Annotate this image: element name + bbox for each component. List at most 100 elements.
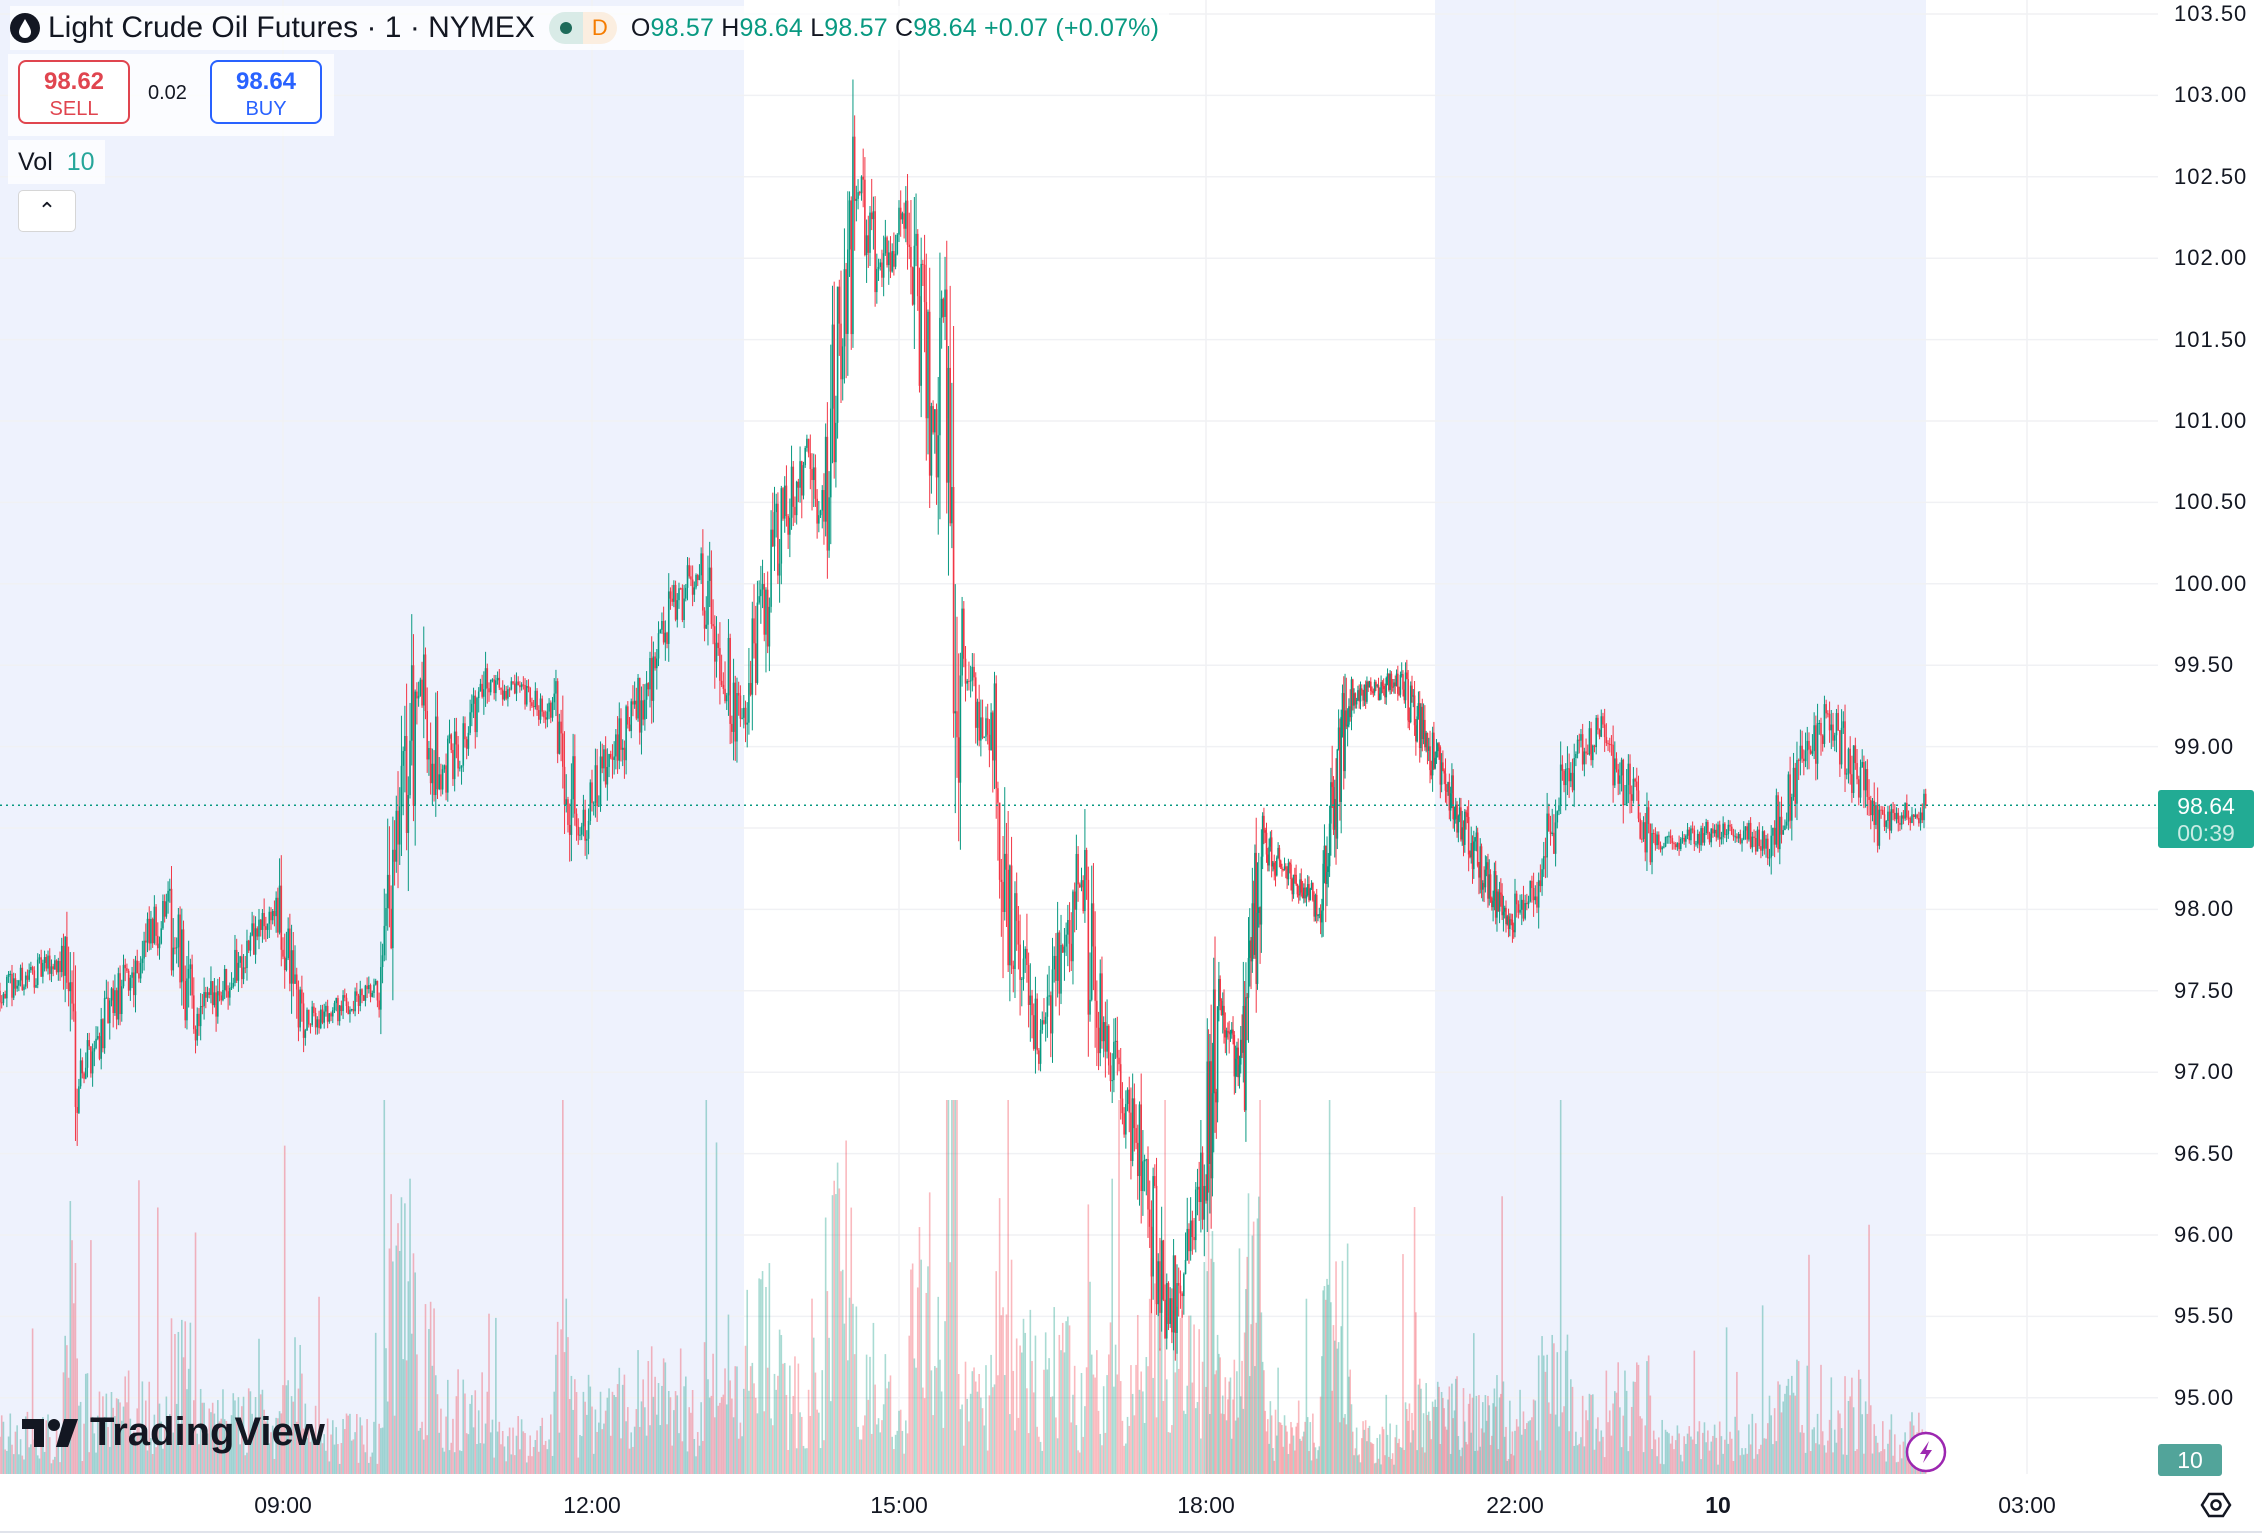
lightning-icon[interactable]: [1905, 1431, 1947, 1473]
candle-body: [321, 1009, 324, 1023]
candle-body: [1224, 1029, 1227, 1038]
candle-body: [1140, 1104, 1142, 1192]
volume-bar: [1796, 1359, 1798, 1474]
candle-body: [777, 503, 779, 576]
volume-bar: [1341, 1260, 1344, 1474]
volume-bar: [1126, 1416, 1129, 1474]
candle-body: [1578, 739, 1581, 741]
volume-bar: [1625, 1390, 1628, 1474]
sell-button[interactable]: 98.62 SELL: [18, 60, 130, 124]
volume-bar: [1345, 1424, 1348, 1474]
candle-body: [505, 690, 507, 699]
volume-bar: [1717, 1464, 1719, 1474]
volume-bar: [703, 1342, 706, 1474]
volume-bar: [961, 1404, 963, 1474]
volume-bar: [313, 1433, 315, 1474]
candle-body: [1780, 816, 1783, 835]
volume-bar: [1673, 1449, 1675, 1474]
volume-bar: [1695, 1444, 1697, 1474]
candle-body: [1431, 732, 1434, 776]
candle-body: [350, 1009, 353, 1011]
candle-body: [635, 700, 638, 719]
candle-body: [853, 136, 856, 201]
volume-bar: [407, 1281, 410, 1474]
candle-body: [621, 747, 624, 750]
candle-body: [1073, 891, 1076, 910]
volume-bar: [189, 1322, 192, 1474]
volume-bar: [1603, 1457, 1606, 1474]
volume-bar: [1787, 1378, 1790, 1474]
candle-body: [151, 918, 154, 944]
volume-bar: [1708, 1450, 1711, 1474]
volume-bar: [843, 1323, 846, 1474]
volume-bar: [1394, 1437, 1397, 1474]
tradingview-logo[interactable]: TradingView: [22, 1410, 325, 1455]
collapse-legend-button[interactable]: ⌃: [18, 190, 76, 232]
candle-body: [1359, 688, 1362, 702]
candle-body: [340, 1005, 343, 1012]
candle-body: [749, 683, 752, 695]
volume-bar: [103, 1416, 106, 1474]
symbol-title[interactable]: Light Crude Oil Futures · 1 · NYMEX: [48, 11, 535, 44]
volume-bar: [630, 1432, 633, 1474]
candle-body: [1351, 679, 1354, 706]
volume-bar: [899, 1409, 902, 1474]
candle-body: [1911, 814, 1913, 823]
volume-bar: [1828, 1419, 1831, 1474]
candle-body: [525, 685, 528, 705]
candle-body: [445, 765, 447, 793]
candle-body: [1416, 716, 1418, 742]
volume-bar: [47, 1414, 49, 1474]
volume-bar: [93, 1433, 96, 1474]
candle-body: [232, 982, 235, 987]
volume-bar: [1065, 1321, 1067, 1474]
candle-body: [877, 266, 880, 269]
ohlc-values: O98.57 H98.64 L98.57 C98.64 +0.07 (+0.07…: [631, 14, 1159, 43]
candle-body: [213, 992, 216, 1006]
candle-body: [1017, 920, 1020, 945]
volume-bar: [26, 1411, 29, 1474]
candle-body: [899, 207, 902, 220]
candle-body: [223, 968, 226, 990]
volume-bar: [1804, 1452, 1807, 1474]
candle-body: [268, 911, 271, 924]
buy-button[interactable]: 98.64 BUY: [210, 60, 322, 124]
candle-body: [1174, 1255, 1177, 1333]
volume-bar: [563, 1352, 566, 1474]
candle-body: [311, 1006, 313, 1025]
candle-body: [1869, 800, 1872, 816]
candle-body: [1685, 835, 1687, 842]
candle-body: [1193, 1236, 1195, 1241]
volume-bar: [800, 1416, 803, 1474]
candle-body: [1270, 837, 1273, 867]
volume-bar: [1267, 1419, 1269, 1474]
volume-bar: [1056, 1438, 1059, 1474]
spread-value: 0.02: [148, 82, 187, 104]
settings-icon[interactable]: [2200, 1492, 2232, 1518]
candle-body: [131, 972, 133, 978]
volume-bar: [1622, 1415, 1625, 1474]
volume-bar: [1666, 1431, 1669, 1474]
volume-bar: [1188, 1315, 1190, 1474]
volume-bar: [1031, 1361, 1033, 1474]
volume-bar: [1636, 1362, 1638, 1474]
volume-bar: [1510, 1453, 1512, 1474]
candle-body: [326, 1005, 329, 1022]
candle-body: [139, 962, 142, 979]
candle-body: [609, 753, 612, 758]
volume-bar: [1193, 1324, 1195, 1474]
candle-body: [1113, 1041, 1115, 1081]
candle-body: [565, 799, 568, 805]
volume-bar: [1236, 1371, 1238, 1474]
status-pill[interactable]: D: [548, 12, 617, 44]
candle-body: [316, 1019, 319, 1028]
candle-body: [1345, 710, 1348, 727]
candle-body: [433, 763, 435, 796]
volume-bar: [543, 1444, 545, 1474]
candle-body: [431, 763, 434, 784]
candle-body: [534, 690, 537, 708]
candle-body: [1207, 1061, 1210, 1164]
volume-bar: [1661, 1419, 1663, 1474]
candle-body: [206, 992, 209, 998]
